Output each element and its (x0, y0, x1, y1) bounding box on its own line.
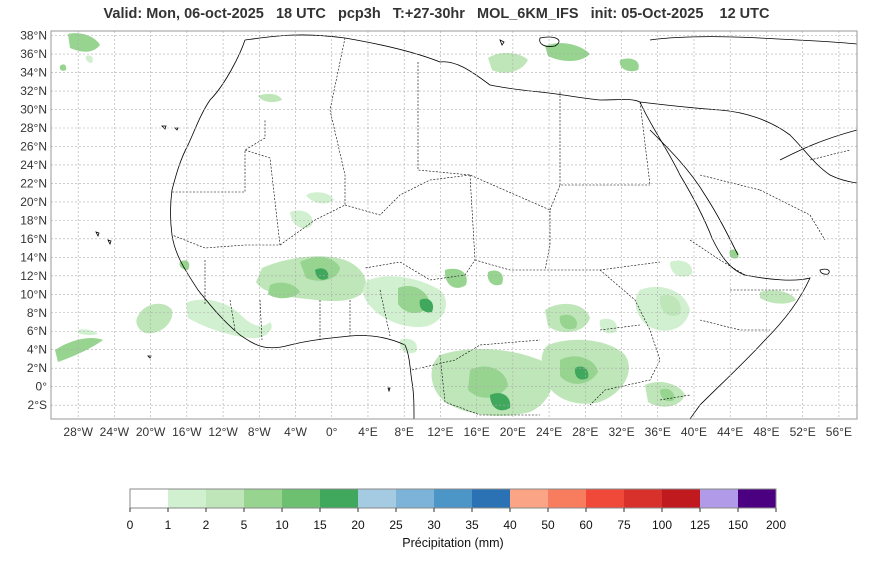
latitude-labels: 38°N 36°N 34°N 32°N 30°N 28°N 26°N 24°N 22°N 20°N… (20, 29, 47, 413)
lon-tick-label: 52°E (790, 425, 816, 439)
lat-tick-label: 0° (36, 380, 48, 394)
colorbar-swatch (434, 489, 473, 508)
colorbar-swatch (396, 489, 435, 508)
lat-tick-label: 16°N (20, 232, 47, 246)
precip-field-north (258, 43, 639, 103)
lon-tick-label: 40°E (681, 425, 707, 439)
lon-tick-label: 36°E (645, 425, 671, 439)
colorbar-swatch (586, 489, 625, 508)
colorbar-tick-label: 35 (465, 518, 479, 532)
colorbar-tick-label: 15 (313, 518, 327, 532)
colorbar-tick-label: 60 (579, 518, 593, 532)
map-frame (50, 30, 858, 420)
lon-tick-label: 28°E (572, 425, 598, 439)
lon-tick-label: 4°W (284, 425, 307, 439)
colorbar-tick-label: 30 (427, 518, 441, 532)
lon-tick-label: 28°W (63, 425, 93, 439)
lat-tick-label: 36°N (20, 47, 47, 61)
colorbar-swatch (244, 489, 283, 508)
lon-tick-label: 20°E (500, 425, 526, 439)
colorbar-swatch (168, 489, 207, 508)
colorbar-tick-label: 2 (203, 518, 210, 532)
colorbar-tick-label: 20 (351, 518, 365, 532)
colorbar-tick-label: 1 (165, 518, 172, 532)
lat-tick-label: 26°N (20, 139, 47, 153)
colorbar-tick-label: 40 (503, 518, 517, 532)
colorbar-swatch (700, 489, 739, 508)
lon-tick-label: 4°E (358, 425, 377, 439)
lat-tick-label: 4°N (27, 343, 47, 357)
lat-tick-label: 24°N (20, 158, 47, 172)
colorbar-tick-label: 75 (617, 518, 631, 532)
lon-tick-label: 12°W (208, 425, 238, 439)
lon-tick-label: 44°E (717, 425, 743, 439)
lon-tick-label: 24°E (536, 425, 562, 439)
lon-tick-label: 16°W (172, 425, 202, 439)
lon-tick-label: 0° (326, 425, 338, 439)
colorbar-swatch (358, 489, 397, 508)
precip-field-sahel (179, 192, 503, 354)
colorbar-swatch (130, 489, 169, 508)
lon-tick-label: 16°E (464, 425, 490, 439)
colorbar-swatch (662, 489, 701, 508)
lat-tick-label: 14°N (20, 250, 47, 264)
lon-tick-label: 32°E (608, 425, 634, 439)
lat-tick-label: 6°N (27, 324, 47, 338)
lat-tick-label: 2°S (28, 398, 47, 412)
lon-tick-label: 48°E (753, 425, 779, 439)
lon-tick-label: 20°W (136, 425, 166, 439)
colorbar-swatch (472, 489, 511, 508)
colorbar-tick-label: 0 (127, 518, 134, 532)
colorbar-tick-label: 100 (652, 518, 672, 532)
colorbar-swatch (206, 489, 245, 508)
islands (95, 36, 560, 393)
lon-tick-label: 12°E (427, 425, 453, 439)
colorbar-ticks: 0 1 2 5 10 15 20 25 30 35 40 50 60 75 100 125 150 200 (127, 508, 786, 532)
country-borders (171, 37, 851, 416)
lat-tick-label: 12°N (20, 269, 47, 283)
colorbar-frame (129, 488, 777, 509)
lat-tick-label: 38°N (20, 29, 47, 43)
colorbar-swatch (624, 489, 663, 508)
colorbar-tick-label: 200 (766, 518, 786, 532)
graticule (51, 31, 857, 419)
lat-tick-label: 20°N (20, 195, 47, 209)
colorbar-swatch (738, 489, 777, 508)
colorbar-swatch (548, 489, 587, 508)
lat-tick-label: 8°N (27, 306, 47, 320)
lat-tick-label: 28°N (20, 121, 47, 135)
colorbar-tick-label: 5 (241, 518, 248, 532)
colorbar-swatches (130, 489, 777, 508)
precip-field-west-coast (55, 33, 272, 362)
map-title: Valid: Mon, 06-oct-2025 18 UTC pcp3h T:+… (103, 6, 770, 22)
coastlines (170, 34, 857, 419)
colorbar-tick-label: 125 (690, 518, 710, 532)
colorbar-tick-label: 150 (728, 518, 748, 532)
lat-tick-label: 32°N (20, 84, 47, 98)
colorbar-swatch (282, 489, 321, 508)
lon-tick-label: 24°W (100, 425, 130, 439)
colorbar-tick-label: 25 (389, 518, 403, 532)
lat-tick-label: 2°N (27, 361, 47, 375)
colorbar-swatch (320, 489, 359, 508)
lon-tick-label: 8°W (248, 425, 271, 439)
lat-tick-label: 22°N (20, 176, 47, 190)
colorbar-swatch (510, 489, 549, 508)
lon-tick-label: 8°E (394, 425, 413, 439)
lat-tick-label: 30°N (20, 103, 47, 117)
lat-tick-label: 34°N (20, 66, 47, 80)
colorbar-tick-label: 10 (275, 518, 289, 532)
lat-tick-label: 18°N (20, 213, 47, 227)
colorbar-tick-label: 50 (541, 518, 555, 532)
lat-tick-label: 10°N (20, 287, 47, 301)
longitude-labels: 28°W 24°W 20°W 16°W 12°W 8°W 4°W 0° 4°E 8°E 12°E 16… (63, 425, 852, 439)
colorbar-label: Précipitation (mm) (402, 536, 504, 550)
lon-tick-label: 56°E (826, 425, 852, 439)
